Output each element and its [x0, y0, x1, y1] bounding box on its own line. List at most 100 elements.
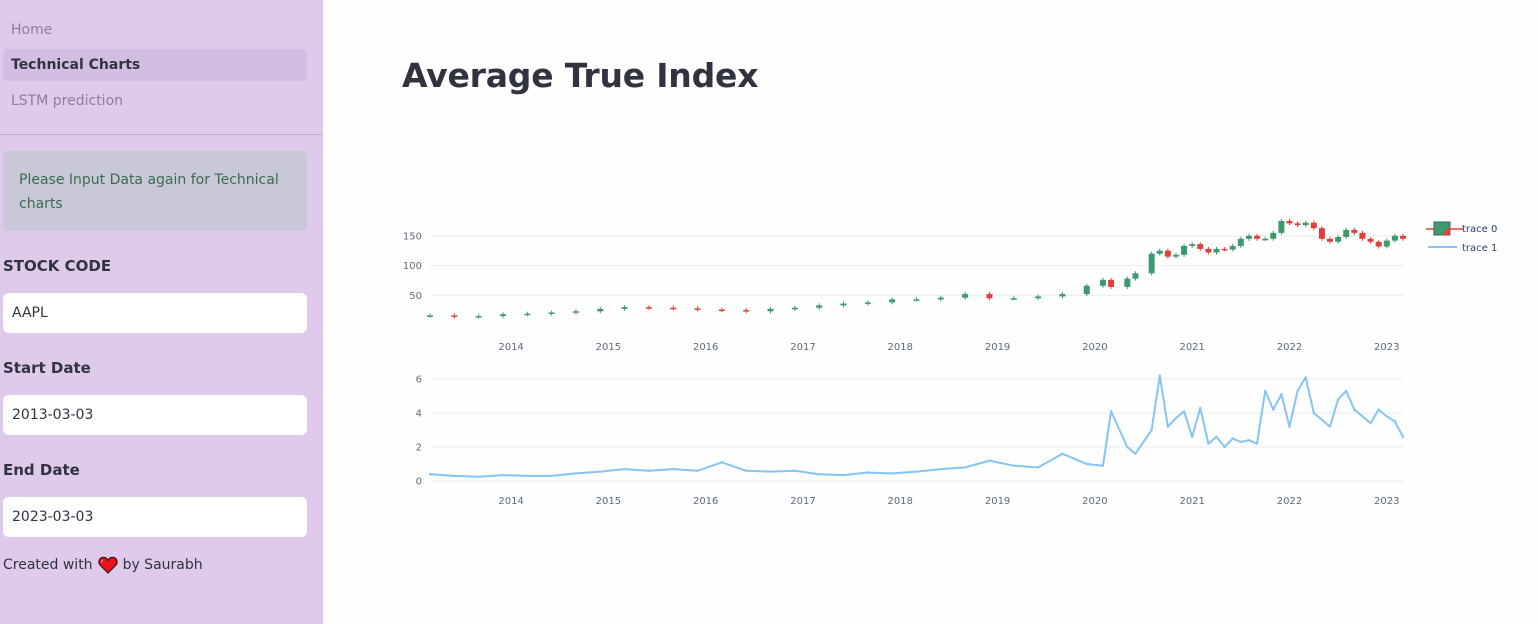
atr-point: [477, 475, 480, 478]
nav-item-technical-charts[interactable]: Technical Charts: [3, 49, 307, 81]
atr-point: [1085, 462, 1088, 466]
atr-point: [1369, 422, 1372, 425]
end-date-input[interactable]: [3, 497, 307, 537]
candle: [718, 309, 725, 312]
atr-point: [1312, 411, 1316, 415]
atr-point: [1182, 410, 1186, 413]
credit-prefix: Created with: [3, 557, 93, 573]
atr-point: [1255, 442, 1259, 445]
atr-point: [1231, 437, 1234, 440]
candle: [1221, 248, 1228, 251]
candle: [1156, 250, 1163, 254]
atr-point: [501, 473, 505, 477]
candle: [1270, 232, 1277, 239]
price-y-tick-label: 50: [409, 291, 422, 302]
candle: [1213, 248, 1220, 253]
atr-point: [1101, 464, 1105, 467]
price-x-tick-label: 2017: [790, 342, 815, 353]
atr-x-tick-label: 2022: [1277, 496, 1302, 507]
atr-point: [890, 472, 894, 475]
atr-x-tick-label: 2018: [888, 496, 913, 507]
atr-point: [1263, 389, 1267, 393]
candle: [962, 294, 969, 298]
candle: [1400, 235, 1406, 239]
candle: [1383, 240, 1390, 247]
stock-code-input[interactable]: [3, 293, 307, 333]
candle: [1367, 238, 1374, 242]
candle: [548, 312, 555, 314]
atr-line: [429, 374, 1404, 478]
nav-item-home[interactable]: Home: [11, 22, 53, 38]
atr-point: [1223, 445, 1226, 449]
candle: [840, 303, 847, 306]
atr-point: [866, 471, 870, 474]
atr-point: [793, 469, 797, 472]
start-date-input[interactable]: [3, 395, 307, 435]
price-x-tick-label: 2022: [1277, 342, 1302, 353]
candle: [1335, 237, 1342, 242]
atr-point: [453, 474, 456, 478]
candle: [1318, 228, 1325, 239]
candle: [1237, 238, 1244, 246]
atr-point: [1272, 408, 1275, 411]
atr-point: [428, 473, 432, 476]
price-x-tick-label: 2023: [1374, 342, 1399, 353]
atr-point: [1345, 389, 1348, 393]
price-x-tick-label: 2014: [498, 342, 523, 353]
candle: [1302, 222, 1309, 226]
atr-point: [818, 473, 821, 476]
candle: [986, 294, 993, 299]
atr-point: [1288, 425, 1291, 428]
price-y-tick-label: 100: [403, 261, 422, 272]
sidebar: Home Technical Charts LSTM prediction Pl…: [0, 0, 323, 624]
candle: [1124, 278, 1131, 287]
price-x-tick-label: 2016: [693, 342, 718, 353]
candle: [913, 299, 920, 301]
atr-point: [1158, 374, 1161, 377]
candle: [524, 313, 531, 316]
atr-point: [1401, 435, 1405, 438]
credit-line: Created with by Saurabh: [3, 556, 203, 574]
atr-point: [1126, 445, 1129, 449]
candle: [451, 315, 458, 317]
atr-point: [1150, 428, 1153, 432]
candle: [767, 308, 774, 312]
candle: [1359, 232, 1366, 239]
candle: [1148, 253, 1155, 274]
atr-point: [1174, 416, 1178, 420]
atr-point: [1361, 415, 1364, 418]
atr-point: [1215, 435, 1218, 438]
candle: [1083, 285, 1090, 295]
candle: [1164, 250, 1171, 257]
candle: [937, 297, 944, 300]
candle: [1205, 248, 1212, 253]
candle: [1035, 296, 1042, 299]
heart-icon: [97, 556, 118, 574]
atr-point: [745, 469, 748, 472]
atr-point: [696, 469, 699, 472]
info-notice: Please Input Data again for Technical ch…: [3, 151, 307, 231]
candle: [1229, 245, 1236, 250]
candle: [621, 307, 628, 309]
candle: [1132, 273, 1139, 279]
atr-chart: 50 100 150 2014 2015 2016 2017 2018 2019 2020 2021…: [403, 218, 1497, 507]
price-x-tick-label: 2019: [985, 342, 1010, 353]
candle: [1010, 298, 1017, 300]
candle: [1294, 223, 1301, 226]
price-panel: 50 100 150 2014 2015 2016 2017 2018 2019 2020 2021…: [403, 218, 1406, 353]
candle: [1254, 235, 1261, 239]
candle: [1327, 238, 1334, 242]
price-x-tick-label: 2021: [1179, 342, 1204, 353]
candle: [791, 307, 798, 310]
atr-point: [1199, 406, 1202, 410]
page-title: Average True Index: [402, 56, 759, 95]
candle: [670, 307, 677, 310]
price-x-tick-label: 2018: [888, 342, 913, 353]
candle: [816, 305, 823, 308]
atr-point: [1393, 420, 1397, 423]
nav-item-lstm-prediction[interactable]: LSTM prediction: [11, 93, 124, 109]
atr-x-tick-label: 2021: [1179, 496, 1204, 507]
candle: [1310, 222, 1317, 229]
atr-point: [1207, 442, 1210, 445]
candle: [1286, 220, 1293, 224]
